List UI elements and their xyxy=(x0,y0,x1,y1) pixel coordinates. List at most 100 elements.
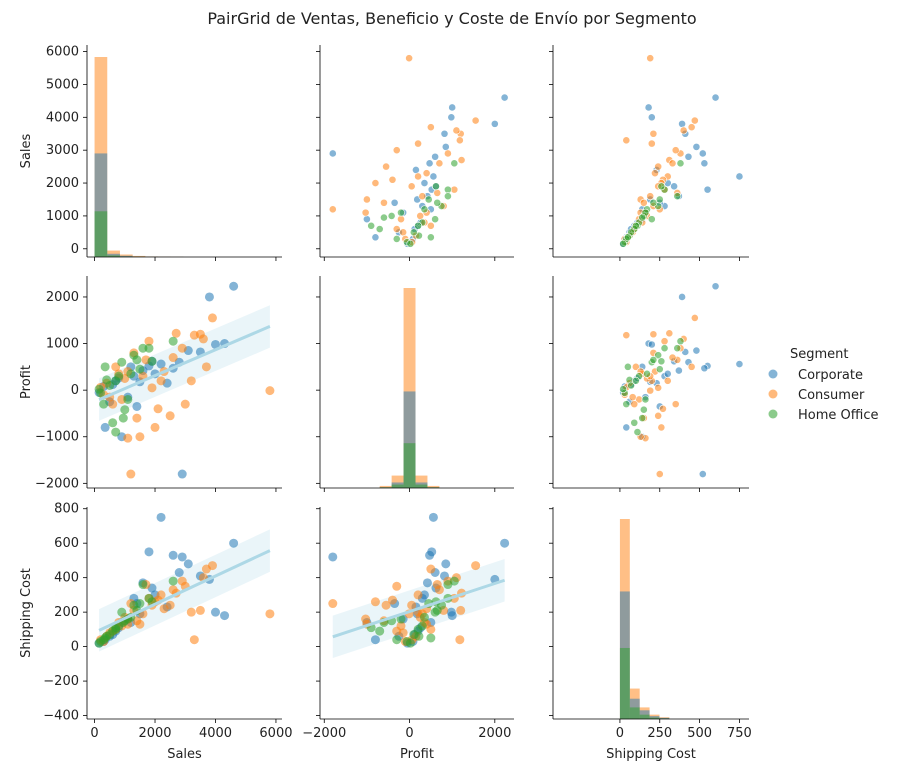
legend-marker-consumer xyxy=(769,390,778,399)
data-point-home-office xyxy=(380,214,387,221)
y-tick-label: 3000 xyxy=(46,143,79,158)
data-point-corporate xyxy=(144,547,153,556)
data-point-home-office xyxy=(432,183,439,190)
data-point-corporate xyxy=(701,160,708,167)
y-tick-label: −200 xyxy=(43,674,79,689)
data-point-home-office xyxy=(135,365,144,374)
data-point-consumer xyxy=(669,160,676,167)
data-point-consumer xyxy=(371,597,380,606)
data-point-home-office xyxy=(620,240,627,247)
data-point-consumer xyxy=(666,330,673,337)
y-tick-label: −1000 xyxy=(35,430,79,445)
data-point-consumer xyxy=(647,193,654,200)
data-point-consumer xyxy=(408,183,415,190)
hist-bar-home-office xyxy=(620,648,630,719)
data-point-home-office xyxy=(414,222,421,229)
data-point-corporate xyxy=(211,608,220,617)
data-point-home-office xyxy=(421,206,428,213)
data-point-home-office xyxy=(640,406,647,413)
data-point-home-office xyxy=(433,606,442,615)
data-point-home-office xyxy=(375,627,384,636)
data-point-corporate xyxy=(372,234,379,241)
data-point-corporate xyxy=(441,130,448,137)
data-point-corporate xyxy=(701,365,708,372)
data-point-home-office xyxy=(432,216,439,223)
data-point-consumer xyxy=(392,582,401,591)
y-tick-label: 800 xyxy=(54,502,79,517)
data-point-home-office xyxy=(624,234,631,241)
data-point-corporate xyxy=(447,608,456,617)
data-point-corporate xyxy=(429,513,438,522)
data-point-corporate xyxy=(736,360,743,367)
data-point-consumer xyxy=(414,140,421,147)
data-point-corporate xyxy=(175,568,184,577)
data-point-consumer xyxy=(655,412,662,419)
data-point-consumer xyxy=(655,163,662,170)
x-tick-label: 0 xyxy=(90,726,98,741)
y-tick-label: 0 xyxy=(71,242,79,257)
data-point-consumer xyxy=(400,229,407,236)
data-point-consumer xyxy=(187,376,196,385)
data-point-home-office xyxy=(650,356,657,363)
data-point-home-office xyxy=(661,345,668,352)
data-point-consumer xyxy=(151,423,160,432)
data-point-home-office xyxy=(414,625,423,634)
y-tick-label: 6000 xyxy=(46,45,79,60)
data-point-home-office xyxy=(388,212,395,219)
panel-profit-vs-profit xyxy=(316,276,514,492)
data-point-corporate xyxy=(430,173,437,180)
data-point-corporate xyxy=(328,552,337,561)
data-point-consumer xyxy=(444,150,451,157)
data-point-corporate xyxy=(205,292,214,301)
data-point-home-office xyxy=(631,419,638,426)
data-point-consumer xyxy=(329,206,336,213)
data-point-consumer xyxy=(419,193,426,200)
hist-bar-home-office xyxy=(640,715,650,719)
data-point-consumer xyxy=(651,170,658,177)
data-point-corporate xyxy=(132,402,141,411)
data-point-corporate xyxy=(685,153,692,160)
legend-title: Segment xyxy=(790,347,849,362)
data-point-corporate xyxy=(449,104,456,111)
data-point-consumer xyxy=(382,163,389,170)
data-point-consumer xyxy=(406,55,413,62)
panel-sales-vs-profit xyxy=(316,45,514,261)
data-point-consumer xyxy=(426,565,435,574)
x-tick-label: 0 xyxy=(616,726,624,741)
x-tick-label: 0 xyxy=(405,726,413,741)
data-point-home-office xyxy=(643,370,650,377)
y-tick-label: 4000 xyxy=(46,110,79,125)
x-tick-label: 250 xyxy=(647,726,672,741)
data-point-home-office xyxy=(632,377,639,384)
data-point-corporate xyxy=(648,114,655,121)
data-point-home-office xyxy=(132,355,141,364)
hist-bar-home-office xyxy=(392,485,404,488)
data-point-home-office xyxy=(444,193,451,200)
y-tick-label: 600 xyxy=(54,536,79,551)
data-point-consumer xyxy=(199,334,208,343)
data-point-consumer xyxy=(427,124,434,131)
data-point-corporate xyxy=(425,551,434,560)
data-point-corporate xyxy=(101,423,110,432)
data-point-consumer xyxy=(423,170,430,177)
x-tick-label: 750 xyxy=(727,726,752,741)
data-point-consumer xyxy=(393,225,400,232)
data-point-home-office xyxy=(393,235,400,242)
data-point-home-office xyxy=(620,386,627,393)
data-point-consumer xyxy=(647,387,654,394)
data-point-consumer xyxy=(655,384,662,391)
data-point-consumer xyxy=(672,401,679,408)
data-point-corporate xyxy=(432,153,439,160)
data-point-consumer xyxy=(160,604,169,613)
data-point-consumer xyxy=(196,606,205,615)
data-point-home-office xyxy=(658,183,665,190)
data-point-corporate xyxy=(184,559,193,568)
data-point-consumer xyxy=(389,176,396,183)
y-tick-label: 0 xyxy=(71,383,79,398)
data-point-consumer xyxy=(202,362,211,371)
panel-sales-vs-shipping-cost xyxy=(549,45,749,261)
data-point-consumer xyxy=(436,160,443,167)
